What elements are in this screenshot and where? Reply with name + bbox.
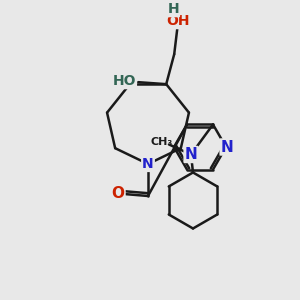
Text: N: N: [184, 147, 197, 162]
Text: OH: OH: [167, 14, 190, 28]
Text: N: N: [142, 157, 154, 171]
Text: N: N: [220, 140, 233, 154]
Text: O: O: [112, 185, 124, 200]
Text: H: H: [167, 2, 179, 16]
Text: HO: HO: [112, 74, 136, 88]
Text: CH₃: CH₃: [151, 137, 173, 148]
